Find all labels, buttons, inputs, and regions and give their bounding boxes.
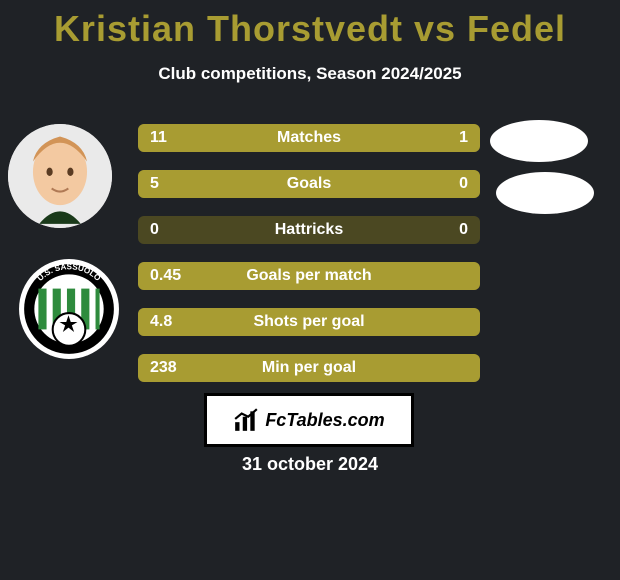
brand-badge: FcTables.com — [204, 393, 414, 447]
stat-label: Min per goal — [138, 354, 480, 382]
stat-label: Hattricks — [138, 216, 480, 244]
stat-row: 0.45Goals per match — [138, 262, 480, 290]
club-badge-sassuolo: U.S. SASSUOLO — [18, 258, 120, 360]
stat-label: Shots per goal — [138, 308, 480, 336]
stat-row: 4.8Shots per goal — [138, 308, 480, 336]
page-title: Kristian Thorstvedt vs Fedel — [0, 0, 620, 50]
stat-label: Goals — [138, 170, 480, 198]
player-left-avatar — [8, 124, 112, 228]
shield-icon: U.S. SASSUOLO — [18, 258, 120, 360]
stat-row: 111Matches — [138, 124, 480, 152]
player-face-icon — [8, 124, 112, 228]
chart-icon — [233, 407, 259, 433]
stat-row: 50Goals — [138, 170, 480, 198]
subtitle: Club competitions, Season 2024/2025 — [0, 64, 620, 84]
stats-panel: 111Matches 50Goals 00Hattricks 0.45Goals pe… — [138, 124, 480, 400]
stat-row: 00Hattricks — [138, 216, 480, 244]
stat-label: Goals per match — [138, 262, 480, 290]
player-right-avatar-secondary — [496, 172, 594, 214]
footer-date: 31 october 2024 — [0, 454, 620, 475]
stat-label: Matches — [138, 124, 480, 152]
player-right-avatar — [490, 120, 588, 162]
brand-text: FcTables.com — [265, 410, 384, 431]
stat-row: 238Min per goal — [138, 354, 480, 382]
